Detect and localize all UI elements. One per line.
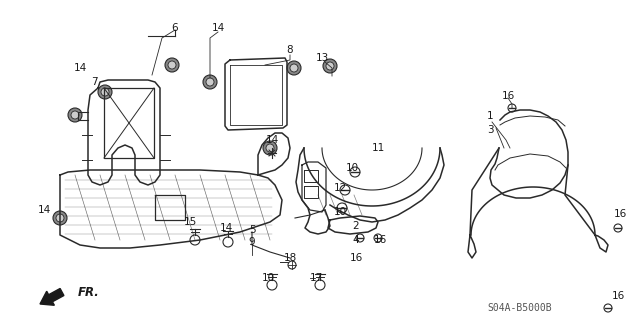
Circle shape — [56, 214, 64, 222]
Text: 12: 12 — [333, 183, 347, 193]
Text: 3: 3 — [486, 125, 493, 135]
Text: 14: 14 — [211, 23, 225, 33]
Circle shape — [290, 64, 298, 72]
Text: 14: 14 — [37, 205, 51, 215]
Circle shape — [165, 58, 179, 72]
Text: 16: 16 — [613, 209, 627, 219]
Text: 16: 16 — [349, 253, 363, 263]
Text: 10: 10 — [261, 273, 275, 283]
Text: 8: 8 — [287, 45, 293, 55]
Circle shape — [263, 141, 277, 155]
FancyArrow shape — [40, 288, 64, 305]
Text: 7: 7 — [91, 77, 97, 87]
Text: S04A-B5000B: S04A-B5000B — [488, 303, 552, 313]
Text: 17: 17 — [309, 273, 323, 283]
Text: 4: 4 — [353, 235, 359, 245]
Text: 16: 16 — [611, 291, 625, 301]
Text: 14: 14 — [74, 63, 86, 73]
Circle shape — [71, 111, 79, 119]
Text: 13: 13 — [316, 53, 328, 63]
Text: 10: 10 — [333, 207, 347, 217]
Text: FR.: FR. — [78, 286, 100, 299]
Circle shape — [206, 78, 214, 86]
Text: 5: 5 — [249, 225, 255, 235]
Text: 9: 9 — [249, 237, 255, 247]
Text: 15: 15 — [184, 217, 196, 227]
Text: 1: 1 — [486, 111, 493, 121]
Circle shape — [68, 108, 82, 122]
Text: 16: 16 — [373, 235, 387, 245]
Circle shape — [323, 59, 337, 73]
Circle shape — [101, 88, 109, 96]
Circle shape — [168, 61, 176, 69]
Text: 16: 16 — [501, 91, 515, 101]
Circle shape — [53, 211, 67, 225]
Text: 14: 14 — [266, 135, 278, 145]
Text: 6: 6 — [172, 23, 179, 33]
Text: 10: 10 — [346, 163, 358, 173]
Circle shape — [266, 144, 274, 152]
Text: 14: 14 — [220, 223, 232, 233]
Text: 2: 2 — [353, 221, 359, 231]
Circle shape — [98, 85, 112, 99]
Circle shape — [326, 62, 334, 70]
Circle shape — [287, 61, 301, 75]
Text: 18: 18 — [284, 253, 296, 263]
Text: 11: 11 — [371, 143, 385, 153]
Circle shape — [203, 75, 217, 89]
